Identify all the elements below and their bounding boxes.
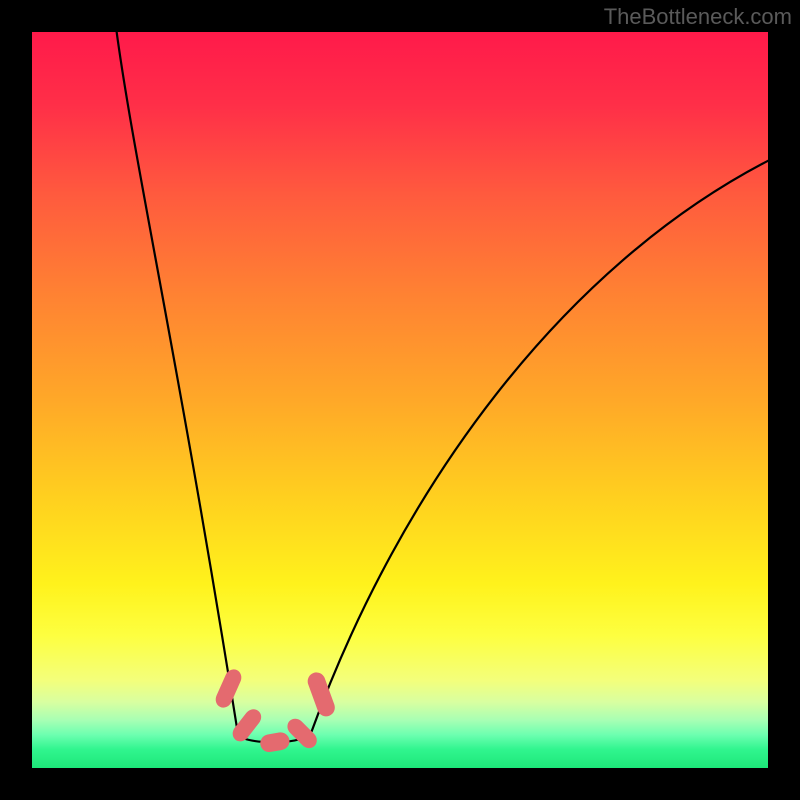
watermark-text: TheBottleneck.com [604,4,792,30]
marker [213,667,244,711]
chart-plot-area [32,32,768,768]
marker [229,706,264,745]
marker [305,670,337,719]
marker [259,731,291,754]
marker [284,715,320,751]
markers [32,32,768,768]
